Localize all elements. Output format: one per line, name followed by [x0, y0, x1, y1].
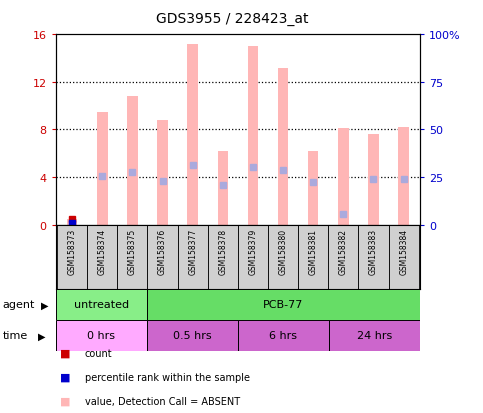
Text: 0 hrs: 0 hrs	[87, 330, 115, 341]
Text: value, Detection Call = ABSENT: value, Detection Call = ABSENT	[85, 396, 240, 406]
Bar	[56, 320, 147, 351]
Text: GSM158376: GSM158376	[158, 228, 167, 274]
Bar	[147, 225, 178, 289]
Bar	[278, 68, 288, 225]
Text: 0.5 hrs: 0.5 hrs	[173, 330, 212, 341]
Text: GSM158374: GSM158374	[98, 228, 107, 274]
Text: GSM158377: GSM158377	[188, 228, 197, 274]
Text: ▶: ▶	[38, 330, 45, 341]
Bar	[388, 225, 419, 289]
Text: GSM158378: GSM158378	[218, 228, 227, 274]
Bar	[178, 225, 208, 289]
Bar	[217, 152, 228, 225]
Bar	[368, 135, 379, 225]
Text: percentile rank within the sample: percentile rank within the sample	[85, 372, 250, 382]
Bar	[97, 112, 108, 225]
Text: ■: ■	[60, 372, 71, 382]
Bar	[248, 47, 258, 225]
Text: GSM158379: GSM158379	[248, 228, 257, 274]
Bar	[308, 152, 318, 225]
Bar	[117, 225, 147, 289]
Text: GSM158373: GSM158373	[68, 228, 77, 274]
Bar	[398, 128, 409, 225]
Text: ■: ■	[60, 396, 71, 406]
Text: GSM158381: GSM158381	[309, 228, 318, 274]
Bar	[56, 289, 147, 320]
Bar	[127, 97, 138, 225]
Text: PCB-77: PCB-77	[263, 299, 304, 310]
Text: time: time	[2, 330, 28, 341]
Text: GSM158375: GSM158375	[128, 228, 137, 274]
Bar	[67, 219, 77, 225]
Text: GSM158383: GSM158383	[369, 228, 378, 274]
Text: GDS3955 / 228423_at: GDS3955 / 228423_at	[156, 12, 308, 26]
Bar	[187, 45, 198, 225]
Text: 6 hrs: 6 hrs	[270, 330, 298, 341]
Text: untreated: untreated	[73, 299, 128, 310]
Bar	[147, 289, 420, 320]
Text: GSM158380: GSM158380	[279, 228, 287, 274]
Text: ■: ■	[60, 348, 71, 358]
Bar	[238, 320, 329, 351]
Bar	[338, 129, 349, 225]
Text: ▶: ▶	[41, 299, 49, 310]
Bar	[147, 320, 238, 351]
Text: GSM158382: GSM158382	[339, 228, 348, 274]
Bar	[87, 225, 117, 289]
Bar	[157, 121, 168, 225]
Bar	[208, 225, 238, 289]
Bar	[298, 225, 328, 289]
Bar	[358, 225, 388, 289]
Bar	[238, 225, 268, 289]
Bar	[329, 320, 420, 351]
Text: 24 hrs: 24 hrs	[357, 330, 392, 341]
Bar	[328, 225, 358, 289]
Bar	[268, 225, 298, 289]
Bar	[57, 225, 87, 289]
Text: count: count	[85, 348, 112, 358]
Text: agent: agent	[2, 299, 35, 310]
Text: GSM158384: GSM158384	[399, 228, 408, 274]
